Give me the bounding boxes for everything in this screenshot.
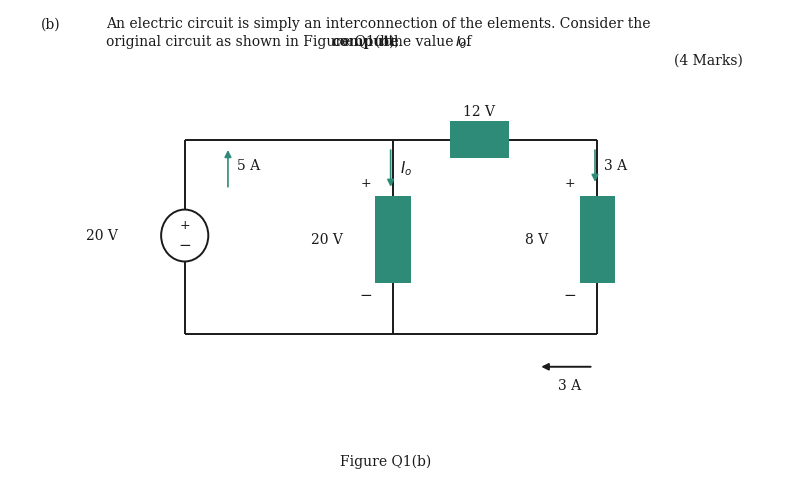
Text: +: + (565, 177, 575, 190)
Bar (450, 121, 509, 159)
Text: Figure Q1(b): Figure Q1(b) (340, 455, 431, 469)
Text: the value of: the value of (384, 35, 476, 49)
Bar (376, 196, 411, 283)
Text: An electric circuit is simply an interconnection of the elements. Consider the: An electric circuit is simply an interco… (106, 17, 651, 31)
Text: 3 A: 3 A (558, 379, 582, 393)
Text: 20 V: 20 V (86, 229, 118, 243)
Text: +: + (449, 121, 460, 134)
Text: $I_o$: $I_o$ (400, 159, 412, 178)
Text: +: + (179, 219, 190, 232)
Text: +: + (361, 177, 371, 190)
Bar (580, 196, 615, 283)
Text: 12 V: 12 V (464, 105, 495, 119)
Text: compute: compute (332, 35, 399, 49)
Text: 8 V: 8 V (525, 233, 548, 247)
Text: 5 A: 5 A (237, 159, 260, 173)
Text: −: − (359, 288, 373, 303)
Text: −: − (497, 120, 509, 135)
Text: 20 V: 20 V (310, 233, 343, 247)
Text: $I_o$.: $I_o$. (455, 35, 471, 51)
Text: 3 A: 3 A (604, 159, 627, 173)
Text: −: − (564, 288, 577, 303)
Text: (b): (b) (41, 17, 61, 31)
Text: (4 Marks): (4 Marks) (674, 53, 743, 67)
Text: original circuit as shown in Figure Q1(b),: original circuit as shown in Figure Q1(b… (106, 35, 403, 49)
Ellipse shape (161, 210, 208, 261)
Text: −: − (178, 238, 191, 253)
